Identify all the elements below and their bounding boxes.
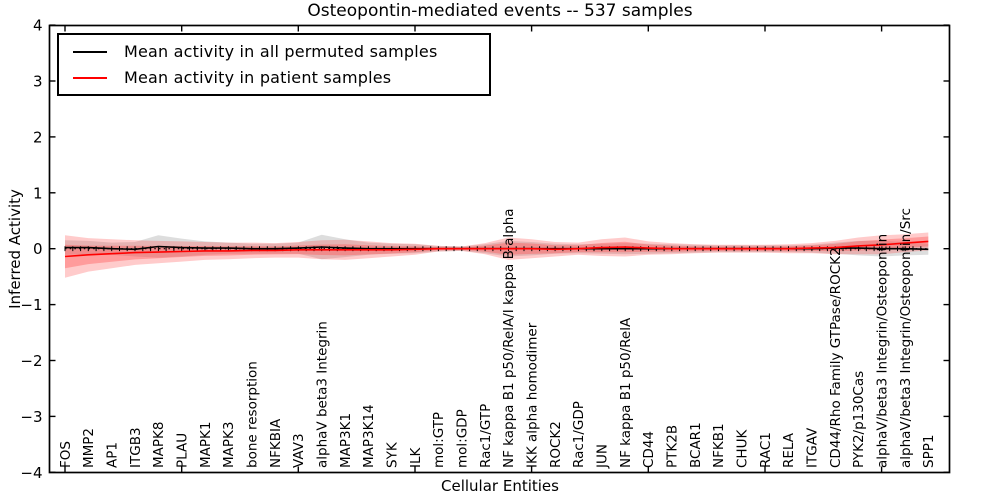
x-category-label: JUN	[594, 444, 610, 469]
x-category-label: CD44	[641, 431, 657, 468]
y-tick-label: 1	[33, 184, 43, 202]
legend-label-patient: Mean activity in patient samples	[124, 68, 392, 87]
x-category-label: alphaV/beta3 Integrin/Osteopontin	[874, 234, 890, 468]
x-category-label: NF kappa B1 p50/RelA/I kappa B alpha	[501, 208, 517, 468]
legend-label-permuted: Mean activity in all permuted samples	[124, 42, 438, 61]
x-category-label: MMP2	[81, 428, 97, 468]
x-category-label: alphaV beta3 Integrin	[315, 321, 331, 468]
x-category-label: PYK2/p130Cas	[851, 371, 867, 468]
x-category-label: FOS	[58, 441, 74, 468]
x-category-label: RAC1	[758, 432, 774, 468]
legend-entry-permuted: Mean activity in all permuted samples	[73, 42, 489, 61]
x-category-label: CHUK	[734, 429, 750, 468]
x-axis-label: Cellular Entities	[441, 477, 559, 495]
y-tick-label: 3	[33, 73, 43, 91]
y-tick-label: −2	[20, 352, 42, 370]
x-category-label: MAP3K1	[338, 413, 354, 468]
y-axis-label: Inferred Activity	[6, 189, 24, 309]
x-category-label: VAV3	[291, 433, 307, 468]
y-tick-label: 0	[33, 240, 43, 258]
x-category-label: ROCK2	[548, 421, 564, 468]
x-category-label: NF kappa B1 p50/RelA	[618, 317, 634, 468]
x-category-label: ITGAV	[804, 427, 820, 468]
x-category-label: PLAU	[175, 433, 191, 468]
x-category-label: mol:GTP	[431, 412, 447, 468]
patient-line-swatch	[73, 76, 107, 79]
y-tick-label: −3	[20, 408, 42, 426]
x-category-label: NFKB1	[711, 423, 727, 468]
legend-entry-patient: Mean activity in patient samples	[73, 68, 489, 87]
x-category-label: MAP3K14	[361, 404, 377, 468]
x-category-label: BCAR1	[688, 422, 704, 468]
x-category-label: mol:GDP	[455, 409, 471, 468]
x-category-label: MAPK1	[198, 422, 214, 468]
x-category-label: SYK	[385, 441, 401, 468]
x-category-label: CD44/Rho Family GTPase/ROCK2	[828, 247, 844, 468]
x-category-label: alphaV/beta3 Integrin/Osteopontin/Src	[898, 208, 914, 468]
x-category-label: SPP1	[921, 435, 937, 468]
patient-std-band-inner	[65, 236, 929, 269]
x-category-label: ILK	[408, 446, 424, 468]
x-category-label: RELA	[781, 432, 797, 468]
x-category-label: AP1	[105, 442, 121, 468]
x-category-label: MAPK3	[221, 422, 237, 468]
legend-box: Mean activity in all permuted samples Me…	[57, 33, 491, 96]
x-category-label: NFKBIA	[268, 418, 284, 468]
x-category-label: bone resorption	[245, 361, 261, 468]
y-tick-label: −1	[20, 296, 42, 314]
x-category-label: ITGB3	[128, 427, 144, 468]
y-tick-label: 4	[33, 17, 43, 35]
chart-title: Osteopontin-mediated events -- 537 sampl…	[307, 1, 693, 21]
y-tick-label: −4	[20, 464, 42, 482]
patient-mean-line	[64, 240, 929, 258]
x-category-label: IKK alpha homodimer	[524, 322, 540, 468]
x-category-label: PTK2B	[664, 425, 680, 468]
x-category-label: Rac1/GDP	[571, 401, 587, 468]
y-tick-label: 2	[33, 128, 43, 146]
x-category-label: Rac1/GTP	[478, 404, 494, 468]
permuted-std-band	[65, 234, 929, 260]
x-category-label: MAPK8	[151, 422, 167, 468]
patient-std-band-outer	[65, 232, 929, 278]
permuted-line-swatch	[73, 50, 107, 53]
